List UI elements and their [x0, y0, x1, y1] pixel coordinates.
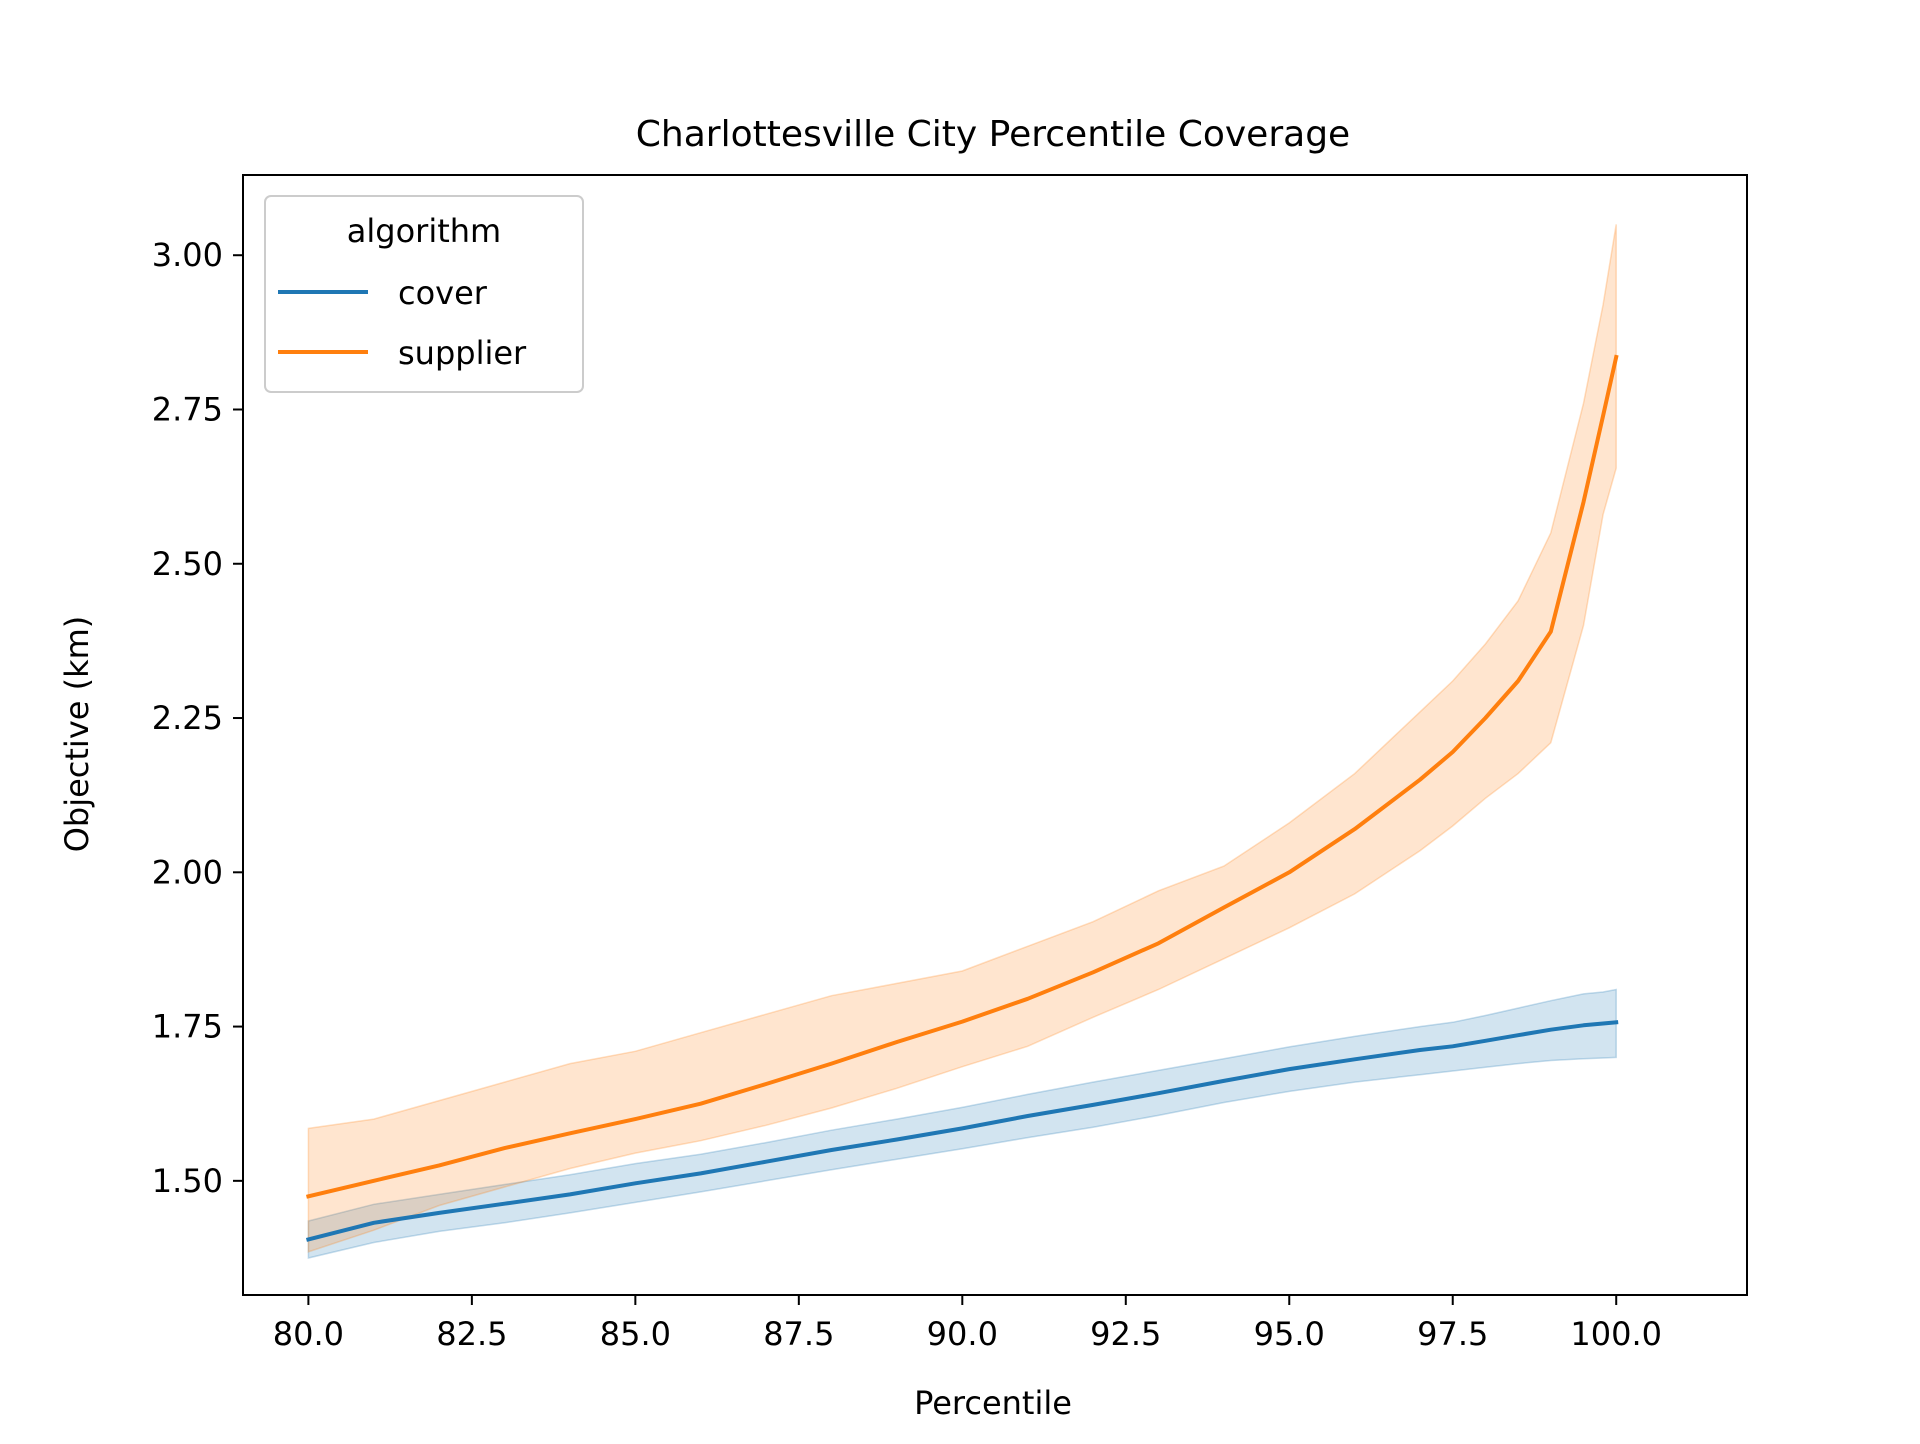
legend-label-supplier: supplier: [398, 334, 527, 372]
x-tick-label: 87.5: [763, 1315, 834, 1353]
x-tick-label: 82.5: [436, 1315, 507, 1353]
x-tick-label: 90.0: [927, 1315, 998, 1353]
y-tick-label: 3.00: [152, 236, 223, 274]
y-tick-label: 2.50: [152, 545, 223, 583]
y-tick-label: 1.75: [152, 1008, 223, 1046]
legend: algorithm cover supplier: [264, 195, 584, 393]
y-tick-label: 2.00: [152, 853, 223, 891]
series-lines: [305, 354, 1619, 1242]
y-axis-label: Objective (km): [58, 616, 96, 853]
legend-label-cover: cover: [398, 274, 488, 312]
confidence-bands: [307, 224, 1617, 1259]
x-tick-label: 80.0: [273, 1315, 344, 1353]
y-tick-label: 2.25: [152, 699, 223, 737]
x-tick-label: 100.0: [1570, 1315, 1662, 1353]
y-tick-label: 1.50: [152, 1162, 223, 1200]
plot-frame: [242, 174, 1748, 1296]
series-line-supplier: [305, 354, 1619, 1199]
confidence-band-supplier: [307, 224, 1617, 1253]
y-axis-ticks: 1.50 1.75 2.00 2.25 2.50 2.75 3.00: [152, 236, 243, 1200]
x-tick-label: 95.0: [1254, 1315, 1325, 1353]
x-axis-ticks: 80.0 82.5 85.0 87.5 90.0 92.5 95.0 97.5 100.0: [273, 1295, 1662, 1353]
x-tick-label: 85.0: [600, 1315, 671, 1353]
legend-box: [264, 195, 584, 393]
y-tick-label: 2.75: [152, 390, 223, 428]
x-tick-label: 92.5: [1090, 1315, 1161, 1353]
x-tick-label: 97.5: [1417, 1315, 1488, 1353]
series-line-cover: [305, 1020, 1619, 1242]
x-axis-label: Percentile: [914, 1384, 1072, 1422]
chart-title: Charlottesville City Percentile Coverage: [636, 114, 1350, 155]
legend-title: algorithm: [347, 212, 501, 250]
confidence-band-cover: [307, 988, 1617, 1259]
